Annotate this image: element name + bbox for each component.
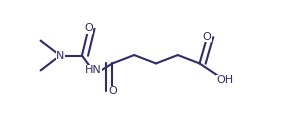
Text: OH: OH xyxy=(216,75,233,85)
Text: O: O xyxy=(108,86,117,96)
Text: O: O xyxy=(203,32,212,42)
Text: HN: HN xyxy=(85,65,101,75)
Text: O: O xyxy=(84,23,93,34)
Text: N: N xyxy=(56,50,64,60)
